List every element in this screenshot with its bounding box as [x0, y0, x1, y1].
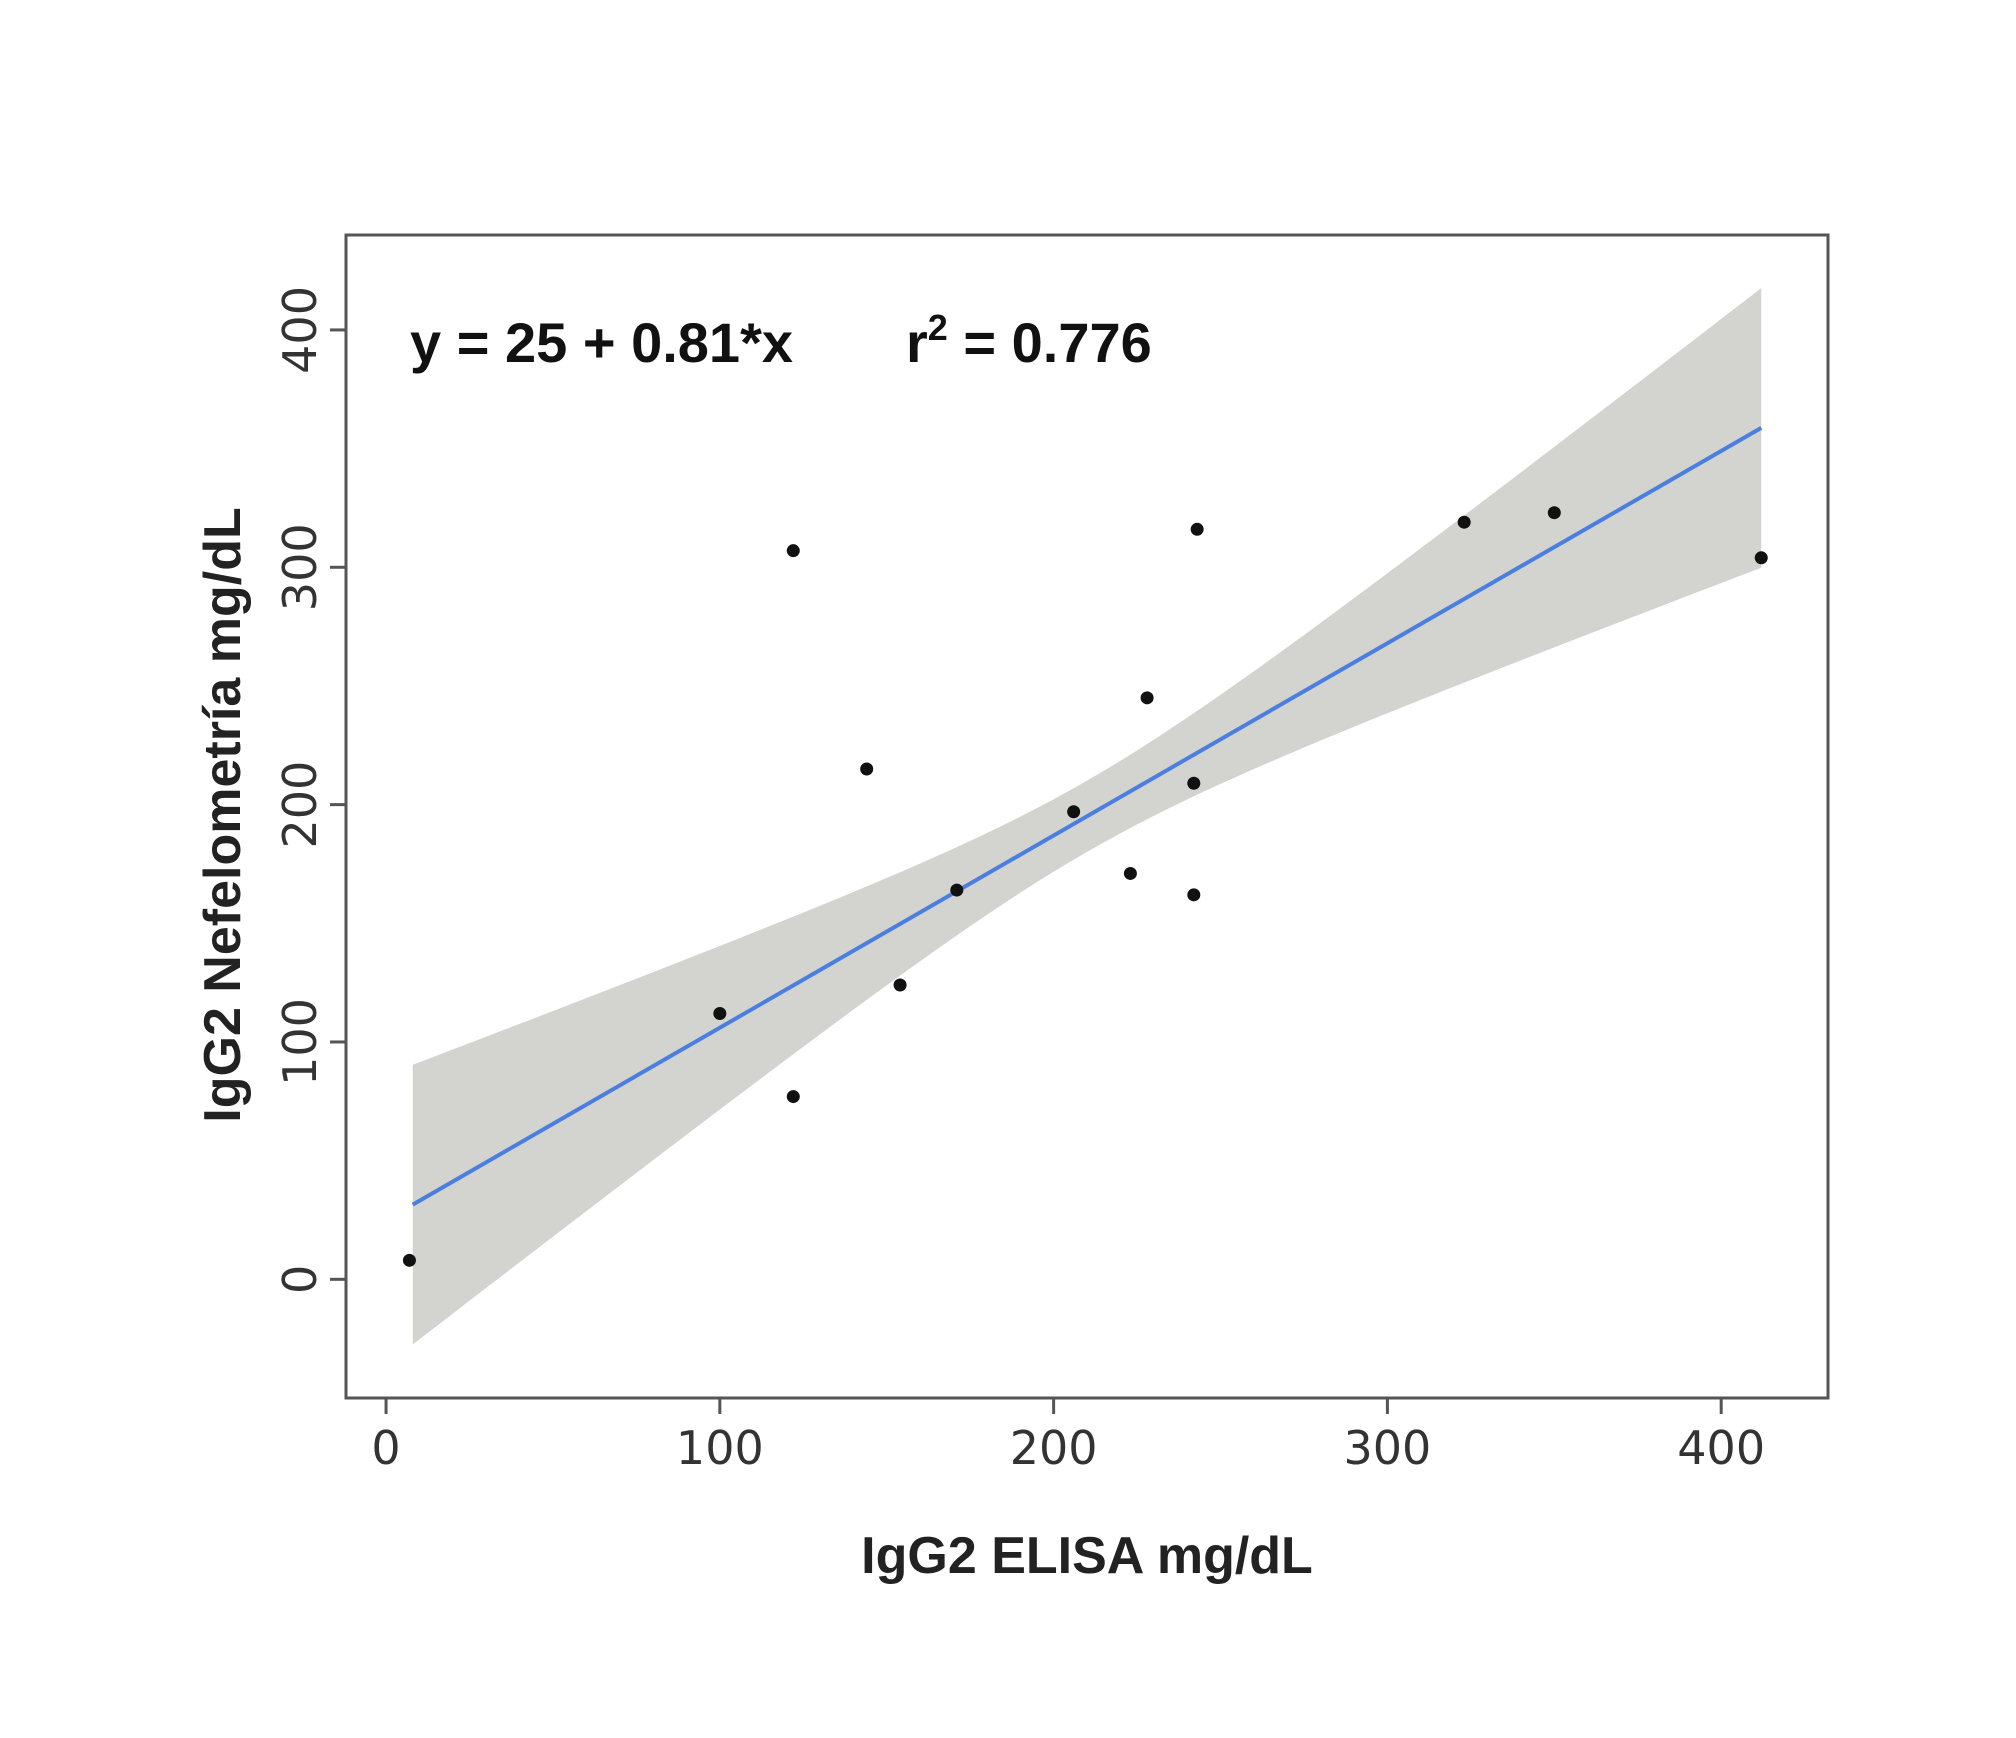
data-point [713, 1006, 727, 1020]
data-point [1123, 866, 1137, 880]
data-point [1190, 522, 1204, 536]
data-point [1547, 506, 1561, 520]
y-axis-label: IgG2 Nefelometría mg/dL [194, 507, 252, 1122]
data-point [786, 1090, 800, 1104]
y-tick-label: 300 [273, 523, 327, 611]
data-point [402, 1253, 416, 1267]
x-tick-label: 200 [1010, 1421, 1098, 1475]
data-point [1187, 776, 1201, 790]
data-point [1067, 805, 1081, 819]
regression-line [411, 426, 1763, 1207]
plot-frame [344, 233, 1830, 1400]
r2-label: r2 = 0.776 [906, 307, 1152, 374]
data-point [786, 544, 800, 558]
data-point [893, 978, 907, 992]
x-tick-label: 0 [371, 1421, 400, 1475]
data-point [1457, 515, 1471, 529]
y-tick-label: 0 [273, 1265, 327, 1294]
data-point [860, 762, 874, 776]
data-point [1140, 691, 1154, 705]
data-point [950, 883, 964, 897]
x-tick-label: 400 [1677, 1421, 1765, 1475]
y-tick-label: 100 [273, 998, 327, 1086]
y-tick-label: 400 [273, 286, 327, 374]
data-point [1187, 888, 1201, 902]
data-point [1754, 551, 1768, 565]
x-tick-label: 300 [1343, 1421, 1431, 1475]
x-tick-label: 100 [676, 1421, 764, 1475]
y-tick-label: 200 [273, 761, 327, 849]
equation-label: y = 25 + 0.81*x [410, 311, 793, 374]
x-axis-label: IgG2 ELISA mg/dL [861, 1527, 1313, 1585]
